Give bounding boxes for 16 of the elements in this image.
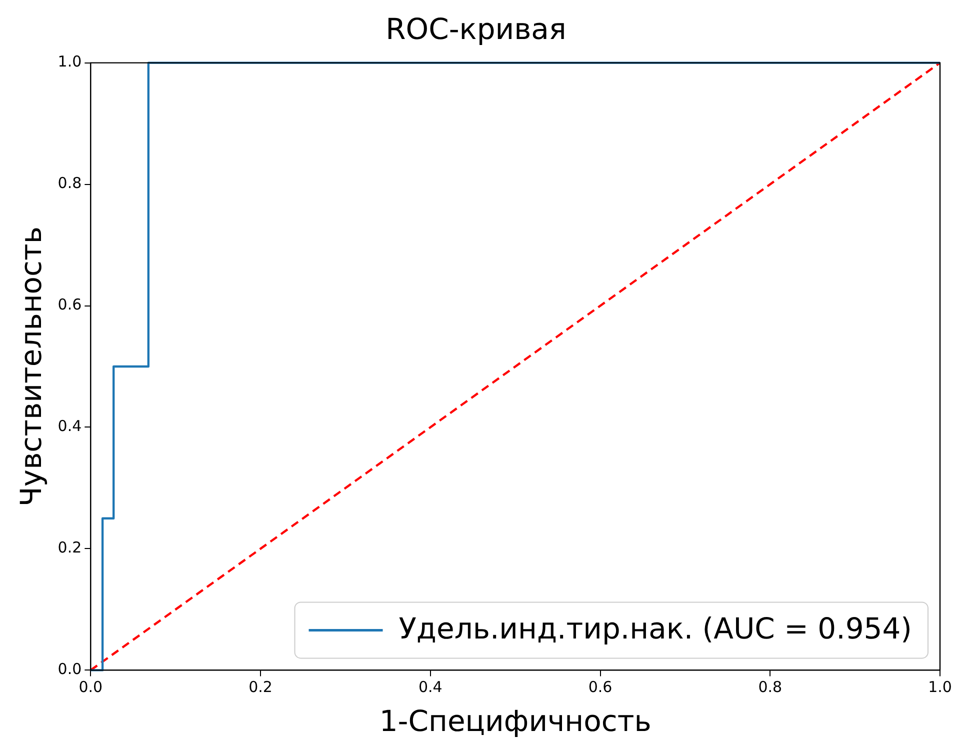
x-tick-label: 0.0: [78, 678, 103, 696]
x-tick-label: 0.2: [248, 678, 272, 696]
y-tick-label: 0.6: [58, 296, 82, 314]
y-tick-label: 0.0: [58, 660, 82, 678]
y-tick-label: 0.4: [58, 417, 82, 436]
x-tick-label: 0.6: [588, 678, 612, 696]
chart-title: ROC-кривая: [386, 12, 566, 46]
y-tick-label: 1.0: [58, 52, 82, 71]
x-tick-label: 0.8: [758, 678, 782, 696]
y-axis-title: Чувствительность: [14, 226, 48, 506]
x-tick-label: 1.0: [928, 678, 952, 696]
legend-label: Удель.инд.тир.нак. (AUC = 0.954): [398, 612, 912, 646]
x-tick-label: 0.4: [418, 678, 442, 696]
y-tick-label: 0.8: [58, 174, 82, 192]
x-axis-title: 1-Специфичность: [379, 704, 652, 738]
y-tick-label: 0.2: [58, 538, 82, 557]
